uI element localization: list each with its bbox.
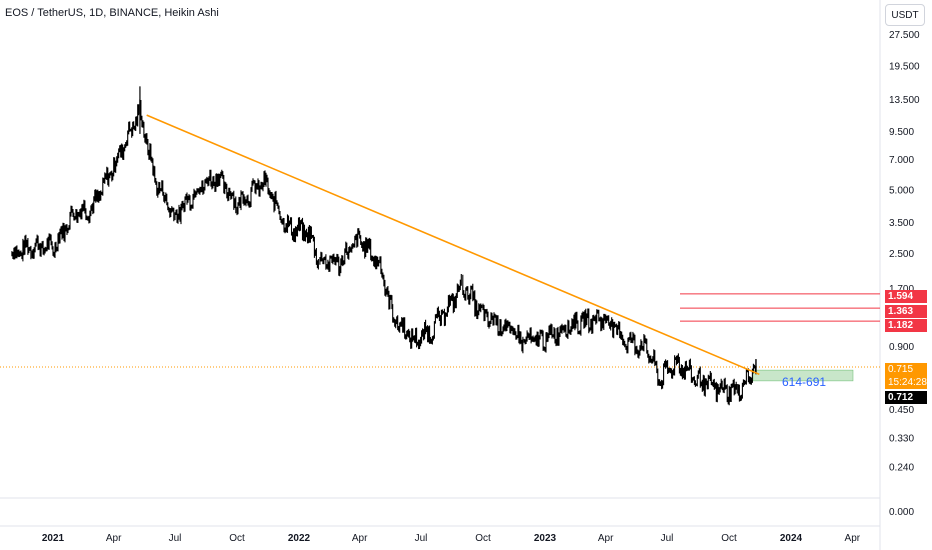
time-tick-label: Apr bbox=[106, 533, 122, 544]
grid bbox=[0, 0, 881, 550]
price-tick-label: 1.700 bbox=[889, 284, 914, 295]
price-tick-label: 0.330 bbox=[889, 434, 914, 445]
price-tick-label: 0.000 bbox=[889, 507, 914, 518]
time-tick-label: 2022 bbox=[288, 533, 311, 544]
price-tick-label: 19.500 bbox=[889, 61, 920, 72]
countdown-value: 15:24:28 bbox=[888, 377, 927, 388]
support-zone-rect bbox=[752, 369, 854, 382]
price-tick-label: 2.500 bbox=[889, 249, 914, 260]
resistance-levels bbox=[680, 293, 880, 322]
candle-series bbox=[11, 86, 757, 406]
chart-title: EOS / TetherUS, 1D, BINANCE, Heikin Ashi bbox=[5, 7, 219, 19]
time-tick-label: Oct bbox=[475, 533, 491, 544]
level-label-3: 1.182 bbox=[885, 319, 927, 332]
time-tick-label: Jul bbox=[661, 533, 674, 544]
time-tick-label: Apr bbox=[845, 533, 861, 544]
time-tick-label: 2021 bbox=[42, 533, 65, 544]
price-tick-label: 13.500 bbox=[889, 95, 920, 106]
level-label-2: 1.363 bbox=[885, 305, 927, 318]
downtrend-line bbox=[146, 114, 760, 376]
time-tick-label: Jul bbox=[169, 533, 182, 544]
currency-unit-button[interactable]: USDT bbox=[885, 4, 925, 26]
time-tick-label: 2023 bbox=[534, 533, 557, 544]
time-tick-label: Apr bbox=[598, 533, 614, 544]
support-zone bbox=[752, 369, 854, 382]
time-tick-label: Oct bbox=[229, 533, 245, 544]
price-tick-label: 9.500 bbox=[889, 127, 914, 138]
price-tick-label: 5.000 bbox=[889, 186, 914, 197]
price-tick-label: 0.900 bbox=[889, 342, 914, 353]
last-price-value: 0.715 bbox=[888, 364, 914, 375]
time-tick-label: Apr bbox=[352, 533, 368, 544]
price-tick-label: 27.500 bbox=[889, 30, 920, 41]
zone-label: 614-691 bbox=[782, 375, 827, 389]
time-tick-label: Oct bbox=[721, 533, 737, 544]
price-tick-label: 7.000 bbox=[889, 155, 914, 166]
price-axis: 27.500 19.500 13.500 9.500 7.000 5.000 3.500 2.… bbox=[889, 30, 920, 518]
time-tick-label: 2024 bbox=[780, 533, 803, 544]
last-price-badge: 0.715 15:24:28 bbox=[885, 363, 927, 389]
level-label-1: 1.594 bbox=[885, 290, 927, 303]
candle-wicks bbox=[11, 99, 756, 406]
prev-close-badge: 0.712 bbox=[885, 391, 927, 404]
price-tick-label: 0.450 bbox=[889, 405, 914, 416]
trendline bbox=[146, 114, 760, 376]
time-axis: 2021 Apr Jul Oct 2022 Apr Jul Oct 2023 Apr Jul Oct 2… bbox=[42, 533, 861, 544]
time-tick-label: Jul bbox=[415, 533, 428, 544]
price-tick-label: 0.240 bbox=[889, 463, 914, 474]
price-tick-label: 3.500 bbox=[889, 218, 914, 229]
